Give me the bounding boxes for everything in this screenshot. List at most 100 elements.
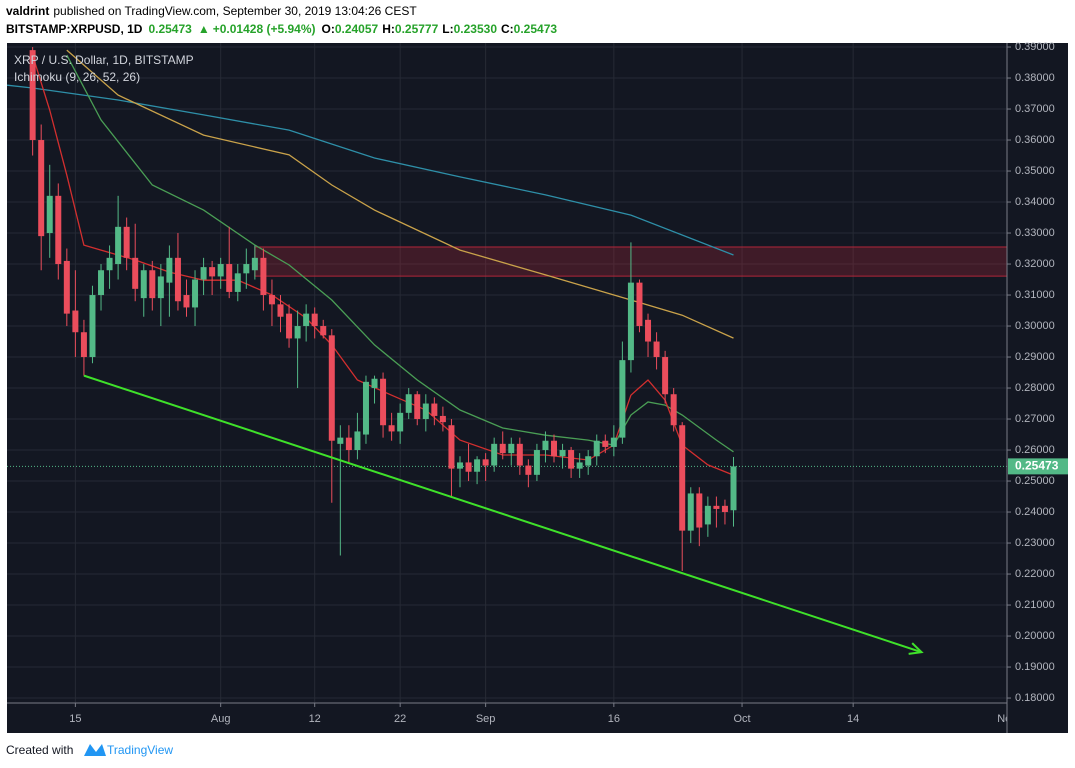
y-tick-label: 0.35000 — [1015, 165, 1055, 177]
candle-body — [209, 267, 216, 277]
candle-body — [243, 264, 250, 274]
candle-body — [388, 425, 395, 432]
candle-body — [448, 425, 455, 469]
y-tick-label: 0.27000 — [1015, 413, 1055, 425]
candle-body — [140, 270, 147, 299]
brand-logo — [84, 744, 106, 756]
candle-body — [687, 493, 694, 531]
candle-body — [602, 440, 609, 447]
x-tick-label: 12 — [309, 713, 321, 725]
candle-body — [38, 140, 45, 237]
candle-body — [533, 450, 540, 475]
candle-body — [328, 335, 335, 441]
candle-body — [670, 394, 677, 426]
candle-body — [217, 264, 224, 277]
candle-body — [337, 437, 344, 444]
candle-body — [645, 319, 652, 342]
candle-body — [721, 505, 728, 513]
ohlc-value: 0.24057 — [335, 22, 379, 36]
ohlc-key: L: — [442, 22, 453, 36]
candle-body — [439, 415, 446, 423]
candle-body — [730, 466, 737, 511]
header-line-2: BITSTAMP:XRPUSD, 1D 0.25473 ▲ +0.01428 (+5.… — [6, 22, 557, 36]
candle-body — [662, 357, 669, 395]
trendline — [83, 374, 922, 654]
candle-body — [380, 378, 387, 426]
candle-body — [431, 403, 438, 416]
footer-created: Created with — [6, 743, 73, 757]
y-tick-label: 0.22000 — [1015, 568, 1055, 580]
candle-body — [627, 282, 634, 361]
x-tick-label: Aug — [211, 713, 231, 725]
candle-body — [653, 341, 660, 358]
change: +0.01428 (+5.94%) — [213, 22, 316, 36]
axes: 15Aug1222Sep16Oct14Nov0.180000.190000.20… — [7, 41, 1068, 733]
candle-body — [132, 257, 139, 289]
last-price: 0.25473 — [148, 22, 192, 36]
y-tick-label: 0.38000 — [1015, 72, 1055, 84]
candle-body — [414, 394, 421, 420]
indicator-line — [66, 54, 734, 453]
candle-body — [456, 462, 463, 469]
candle-body — [397, 412, 404, 432]
candle-body — [89, 295, 96, 358]
candle-body — [679, 425, 686, 531]
candle-body — [499, 443, 506, 454]
y-tick-label: 0.31000 — [1015, 289, 1055, 301]
y-tick-label: 0.39000 — [1015, 41, 1055, 53]
candle-body — [200, 267, 207, 280]
published: published on TradingView.com, September … — [53, 4, 417, 18]
candle-body — [311, 313, 318, 327]
candle-body — [696, 493, 703, 528]
y-tick-label: 0.32000 — [1015, 258, 1055, 270]
candle-body — [277, 304, 284, 317]
candle-body — [157, 276, 164, 299]
trendline-arrowhead — [908, 642, 924, 655]
x-tick-label: 14 — [847, 713, 859, 725]
symbol: BITSTAMP:XRPUSD, 1D — [6, 22, 143, 36]
candle-body — [585, 456, 592, 466]
ohlc-key: O: — [321, 22, 334, 36]
candle-body — [115, 226, 122, 265]
y-tick-label: 0.25000 — [1015, 475, 1055, 487]
y-tick-label: 0.18000 — [1015, 692, 1055, 704]
x-tick-label: Sep — [476, 713, 496, 725]
candle-body — [636, 282, 643, 327]
candle-body — [713, 505, 720, 509]
x-tick-label: Oct — [733, 713, 750, 725]
x-tick-label: 16 — [608, 713, 620, 725]
candle-body — [251, 257, 258, 271]
ohlc-value: 0.25777 — [395, 22, 439, 36]
candle-body — [260, 257, 267, 296]
ohlc-value: 0.23530 — [454, 22, 498, 36]
candle-body — [508, 443, 515, 454]
candle-body — [576, 462, 583, 469]
candle-body — [559, 450, 566, 457]
candle-body — [619, 360, 626, 438]
candle-body — [303, 313, 310, 327]
candle-body — [80, 332, 87, 358]
candle-body — [123, 226, 130, 258]
y-tick-label: 0.26000 — [1015, 444, 1055, 456]
candle-body — [568, 450, 575, 469]
candle-body — [482, 459, 489, 466]
candle-body — [474, 459, 481, 472]
candle-body — [516, 443, 523, 466]
ohlc-value: 0.25473 — [514, 22, 558, 36]
author: valdrint — [6, 4, 49, 18]
candle-body — [704, 505, 711, 525]
footer-brand[interactable]: TradingView — [107, 743, 173, 757]
y-tick-label: 0.36000 — [1015, 134, 1055, 146]
candle-body — [268, 295, 275, 305]
candle-body — [226, 264, 233, 292]
y-tick-label: 0.30000 — [1015, 320, 1055, 332]
candle-body — [405, 394, 412, 413]
y-tick-label: 0.37000 — [1015, 103, 1055, 115]
price-axis-background — [1007, 43, 1068, 733]
candle-body — [542, 440, 549, 451]
candle-body — [371, 378, 378, 389]
candle-body — [63, 260, 70, 314]
y-tick-label: 0.34000 — [1015, 196, 1055, 208]
candle-body — [72, 310, 79, 333]
candle-body — [46, 195, 53, 234]
